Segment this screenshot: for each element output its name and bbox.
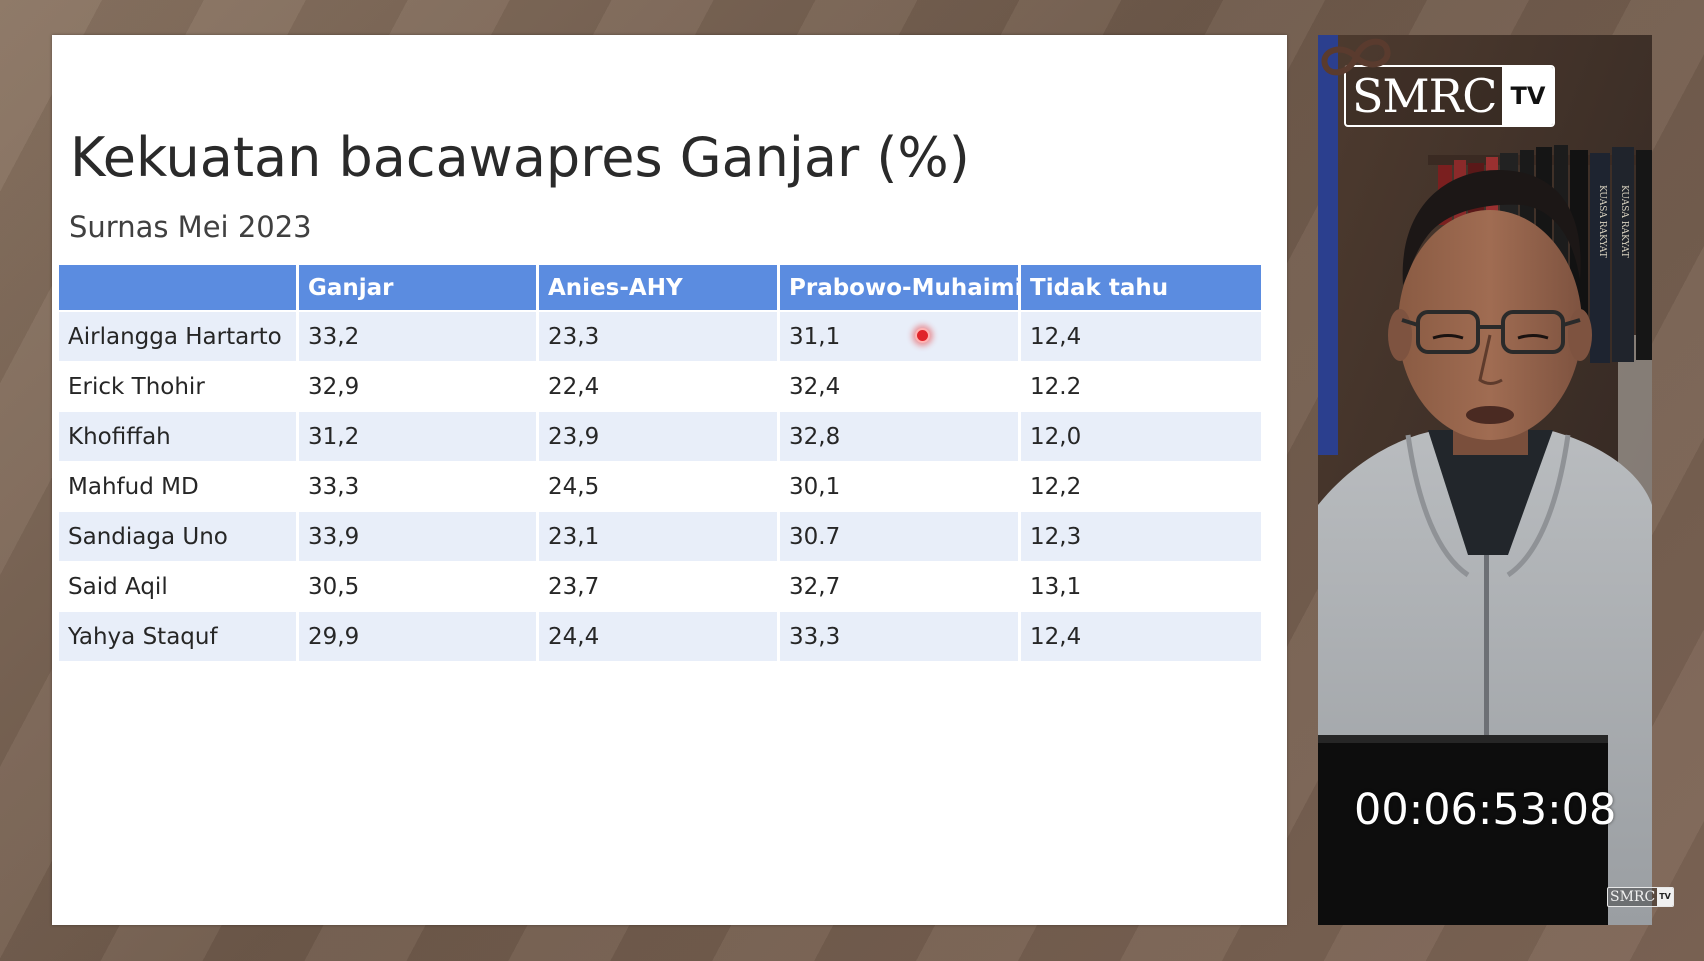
- value-cell: 32,8: [780, 412, 1021, 462]
- value-cell: 23,3: [539, 312, 780, 362]
- table-row: Mahfud MD 33,3 24,5 30,1 12,2: [59, 462, 1261, 512]
- results-table: Ganjar Anies-AHY Prabowo-Muhaimin Tidak …: [59, 265, 1261, 662]
- candidate-name-cell: Airlangga Hartarto: [59, 312, 299, 362]
- table-header-row: Ganjar Anies-AHY Prabowo-Muhaimin Tidak …: [59, 265, 1261, 312]
- value-cell: 12,4: [1021, 612, 1261, 662]
- slide-title: Kekuatan bacawapres Ganjar (%): [70, 126, 970, 189]
- presentation-slide: Kekuatan bacawapres Ganjar (%) Surnas Me…: [52, 35, 1287, 925]
- value-cell: 31,1: [780, 312, 1021, 362]
- table-row: Airlangga Hartarto 33,2 23,3 31,1 12,4: [59, 312, 1261, 362]
- candidate-name-cell: Yahya Staquf: [59, 612, 299, 662]
- candidate-name-cell: Said Aqil: [59, 562, 299, 612]
- table-row: Sandiaga Uno 33,9 23,1 30.7 12,3: [59, 512, 1261, 562]
- table-row: Said Aqil 30,5 23,7 32,7 13,1: [59, 562, 1261, 612]
- value-cell: 23,7: [539, 562, 780, 612]
- value-cell: 30,5: [299, 562, 539, 612]
- candidate-name-cell: Erick Thohir: [59, 362, 299, 412]
- table-row: Erick Thohir 32,9 22,4 32,4 12.2: [59, 362, 1261, 412]
- value-cell: 24,5: [539, 462, 780, 512]
- value-cell: 30.7: [780, 512, 1021, 562]
- value-cell: 12,0: [1021, 412, 1261, 462]
- value-cell: 32,7: [780, 562, 1021, 612]
- book-spine-text: KUASA RAKYAT: [1619, 185, 1629, 258]
- column-header-tidak-tahu: Tidak tahu: [1021, 265, 1261, 312]
- column-header-anies-ahy: Anies-AHY: [539, 265, 780, 312]
- value-cell: 24,4: [539, 612, 780, 662]
- value-cell: 23,1: [539, 512, 780, 562]
- logo-text: SMRC: [1346, 67, 1503, 125]
- logo-tv-badge: TV: [1502, 67, 1554, 125]
- value-cell: 12,2: [1021, 462, 1261, 512]
- slide-subtitle: Surnas Mei 2023: [69, 210, 312, 244]
- column-header-prabowo-muhaimin: Prabowo-Muhaimin: [780, 265, 1021, 312]
- table-row: Yahya Staquf 29,9 24,4 33,3 12,4: [59, 612, 1261, 662]
- value-cell: 33,9: [299, 512, 539, 562]
- value-cell: 33,2: [299, 312, 539, 362]
- candidate-name-cell: Khofiffah: [59, 412, 299, 462]
- value-cell: 13,1: [1021, 562, 1261, 612]
- value-cell: 23,9: [539, 412, 780, 462]
- watermark-text: SMRC: [1608, 888, 1658, 906]
- value-cell: 12,3: [1021, 512, 1261, 562]
- value-cell: 33,3: [299, 462, 539, 512]
- column-header-ganjar: Ganjar: [299, 265, 539, 312]
- watermark-tv-badge: TV: [1657, 888, 1673, 906]
- book-spine-text: KUASA RAKYAT: [1597, 185, 1607, 258]
- video-timestamp: 00:06:53:08: [1354, 785, 1617, 835]
- value-cell: 32,4: [780, 362, 1021, 412]
- presenter-scene: KUASA RAKYAT KUASA RAKYAT: [1318, 35, 1652, 925]
- column-header-candidate: [59, 265, 299, 312]
- smrc-tv-watermark: SMRC TV: [1607, 887, 1674, 907]
- value-cell: 12.2: [1021, 362, 1261, 412]
- candidate-name-cell: Mahfud MD: [59, 462, 299, 512]
- value-cell: 12,4: [1021, 312, 1261, 362]
- presenter-video: KUASA RAKYAT KUASA RAKYAT: [1318, 35, 1652, 925]
- value-cell: 30,1: [780, 462, 1021, 512]
- table-row: Khofiffah 31,2 23,9 32,8 12,0: [59, 412, 1261, 462]
- smrc-tv-logo: SMRC TV: [1344, 65, 1556, 127]
- value-cell: 33,3: [780, 612, 1021, 662]
- value-cell: 32,9: [299, 362, 539, 412]
- value-cell: 29,9: [299, 612, 539, 662]
- infinity-loop-icon: [1321, 38, 1391, 76]
- value-cell: 22,4: [539, 362, 780, 412]
- laser-pointer-dot: [915, 328, 930, 343]
- candidate-name-cell: Sandiaga Uno: [59, 512, 299, 562]
- value-cell: 31,2: [299, 412, 539, 462]
